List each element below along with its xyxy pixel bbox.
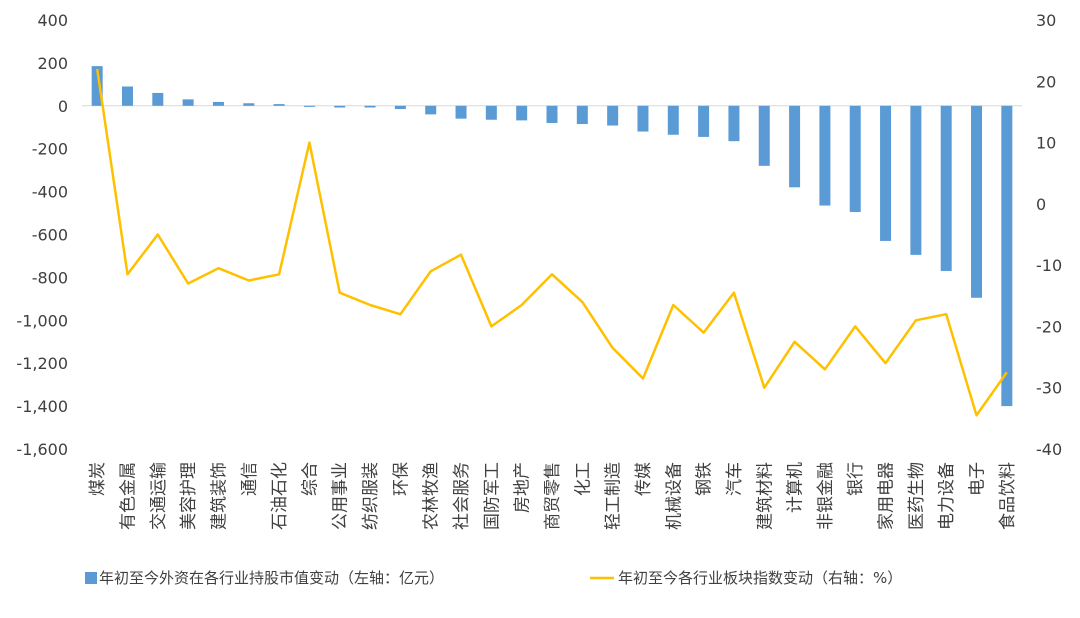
category-label: 国防军工	[482, 462, 502, 530]
category-label: 电子	[968, 462, 988, 496]
bar	[425, 105, 437, 115]
right-tick-label: -10	[1036, 256, 1062, 275]
category-label: 非银金融	[816, 462, 836, 530]
left-tick-label: 0	[58, 97, 68, 116]
category-label: 煤炭	[88, 462, 108, 496]
bar	[303, 105, 315, 107]
legend-bar-swatch	[85, 572, 97, 584]
left-axis-ticks: 400 200 0 -200 -400 -600 -800 -1,000 -1,200 -1,40…	[16, 11, 68, 459]
category-label: 农林牧渔	[422, 462, 442, 530]
category-label: 传媒	[634, 462, 654, 496]
bar	[182, 99, 194, 106]
bar	[394, 105, 406, 110]
left-tick-label: 200	[37, 54, 68, 73]
category-label: 化工	[573, 462, 593, 496]
bar	[91, 66, 103, 106]
right-tick-label: -30	[1036, 379, 1062, 398]
bar	[758, 105, 770, 166]
category-label: 电力设备	[937, 462, 957, 530]
index-change-line	[95, 68, 1008, 417]
category-label: 有色金属	[118, 462, 138, 530]
category-label: 交通运输	[149, 462, 169, 530]
category-label: 医药生物	[907, 462, 927, 530]
category-label: 环保	[391, 462, 411, 496]
bar	[789, 105, 801, 188]
right-tick-label: -20	[1036, 317, 1062, 336]
bar	[698, 105, 710, 137]
legend-line-label: 年初至今各行业板块指数变动（右轴：%）	[618, 569, 902, 587]
category-label: 美容护理	[179, 462, 199, 530]
category-label: 建筑装饰	[209, 462, 229, 530]
category-label: 纺织服装	[361, 462, 381, 530]
category-label: 轻工制造	[604, 462, 624, 530]
bar	[212, 101, 224, 106]
bar	[940, 105, 952, 271]
bar	[334, 105, 346, 108]
category-label: 综合	[300, 462, 320, 496]
bar	[819, 105, 831, 206]
bar	[971, 105, 983, 298]
bar	[849, 105, 861, 212]
right-tick-label: 10	[1036, 134, 1056, 153]
bar	[728, 105, 740, 142]
left-tick-label: -1,400	[16, 397, 68, 416]
legend-bar-label: 年初至今外资在各行业持股市值变动（左轴：亿元）	[99, 569, 444, 587]
left-tick-label: 400	[37, 11, 68, 30]
category-label: 汽车	[725, 462, 745, 496]
bar	[455, 105, 467, 119]
category-label: 家用电器	[877, 462, 897, 530]
right-axis-ticks: 30 20 10 0 -10 -20 -30 -40	[1036, 11, 1062, 459]
left-tick-label: -1,600	[16, 440, 68, 459]
category-label: 机械设备	[664, 462, 684, 530]
category-labels: 煤炭 有色金属 交通运输 美容护理 建筑装饰 通信 石油石化 综合 公用事业 纺织服装 环保 农林牧渔…	[88, 462, 1018, 530]
left-tick-label: -800	[32, 268, 68, 287]
left-tick-label: -200	[32, 140, 68, 159]
bar	[485, 105, 497, 120]
bar	[576, 105, 588, 125]
category-label: 房地产	[513, 462, 533, 513]
category-label: 钢铁	[695, 462, 715, 496]
left-tick-label: -1,000	[16, 311, 68, 330]
left-tick-label: -400	[32, 183, 68, 202]
bar	[243, 103, 255, 106]
legend: 年初至今外资在各行业持股市值变动（左轴：亿元） 年初至今各行业板块指数变动（右轴…	[85, 569, 902, 587]
left-tick-label: -600	[32, 226, 68, 245]
category-label: 商贸零售	[543, 462, 563, 530]
bar	[607, 105, 619, 126]
right-tick-label: 20	[1036, 72, 1056, 91]
category-label: 社会服务	[452, 462, 472, 530]
category-label: 公用事业	[331, 462, 351, 530]
bar	[637, 105, 649, 132]
category-label: 通信	[240, 462, 260, 496]
bar	[273, 104, 285, 106]
bar	[152, 92, 164, 106]
bar	[910, 105, 922, 255]
right-tick-label: 0	[1036, 195, 1046, 214]
category-label: 计算机	[786, 462, 806, 513]
category-label: 石油石化	[270, 462, 290, 530]
category-label: 建筑材料	[755, 462, 775, 530]
bar-series	[91, 66, 1013, 407]
category-label: 银行	[846, 462, 866, 496]
bar	[364, 105, 376, 108]
bar	[121, 86, 133, 106]
bar	[667, 105, 679, 135]
right-tick-label: 30	[1036, 11, 1056, 30]
bar	[516, 105, 528, 121]
category-label: 食品饮料	[998, 462, 1018, 530]
bar	[546, 105, 558, 123]
right-tick-label: -40	[1036, 440, 1062, 459]
left-tick-label: -1,200	[16, 354, 68, 373]
bar	[880, 105, 892, 241]
bar	[1001, 105, 1013, 407]
